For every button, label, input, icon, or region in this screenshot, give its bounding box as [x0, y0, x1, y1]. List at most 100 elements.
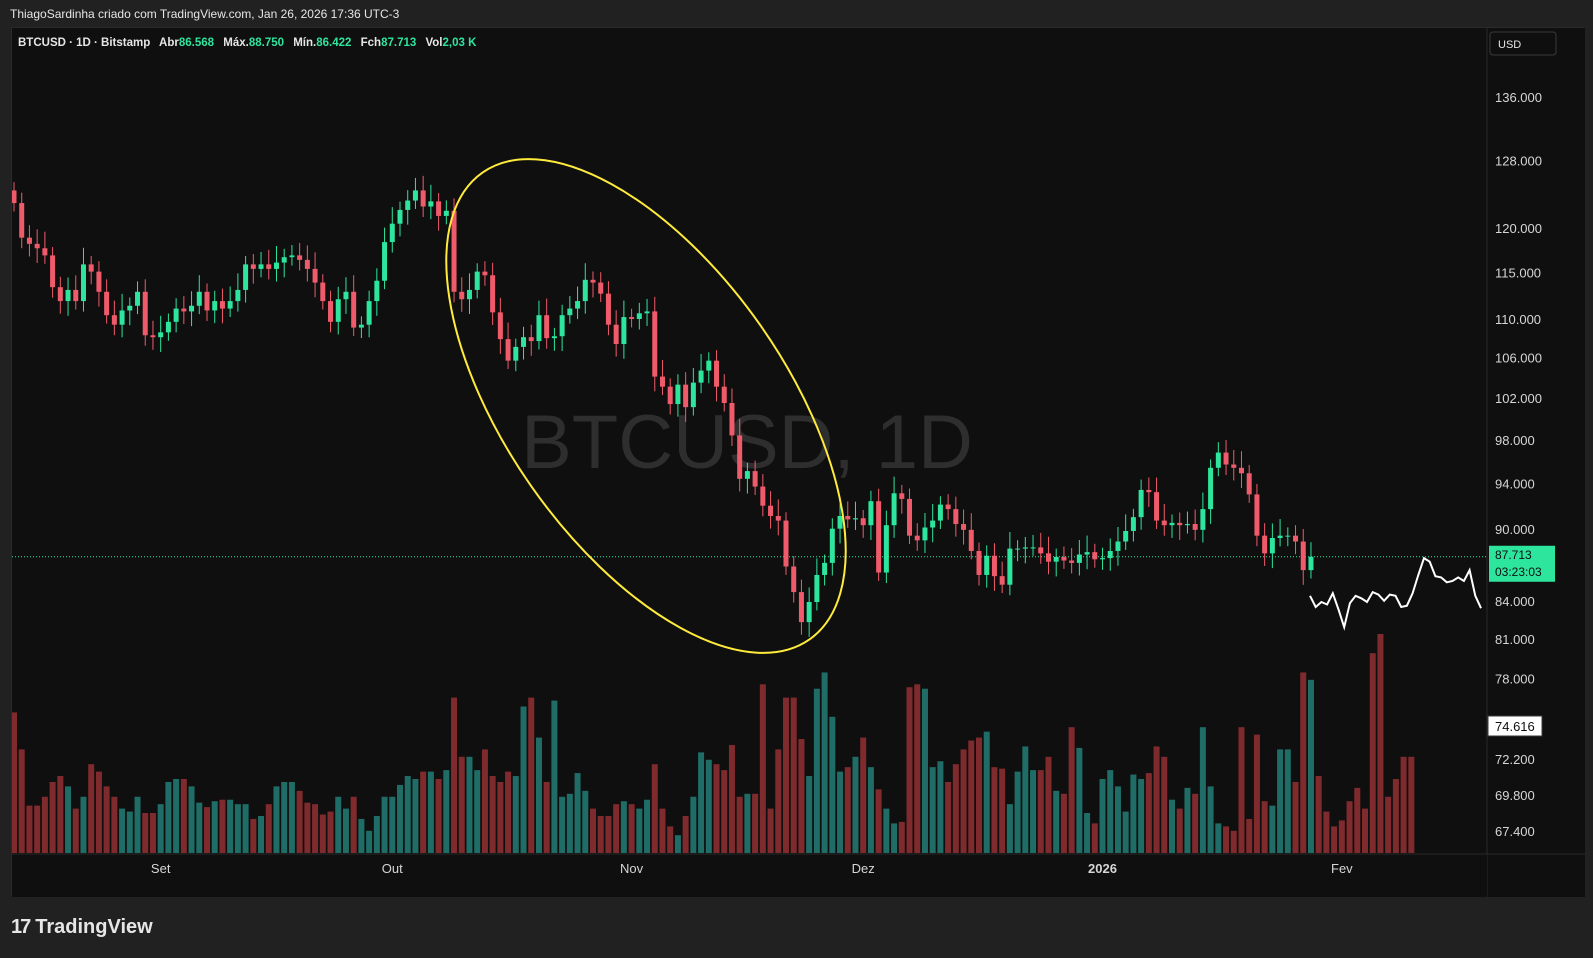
candle-body: [798, 592, 804, 623]
volume-bar: [914, 684, 921, 853]
volume-bar: [466, 756, 473, 853]
volume-bar: [1238, 727, 1245, 853]
candlesticks: [12, 175, 1314, 637]
volume-bar: [1223, 826, 1230, 853]
volume-bar: [790, 697, 797, 853]
candle-body: [544, 315, 550, 339]
price-tick-label: 90.000: [1495, 522, 1535, 537]
candle-body: [629, 317, 635, 319]
candle-body: [528, 337, 534, 342]
volume-bar: [1053, 790, 1060, 853]
candle-body: [1053, 556, 1059, 562]
candle-body: [96, 271, 102, 292]
candle-body: [575, 301, 581, 309]
candle-body: [1076, 554, 1082, 563]
volume-bar: [891, 823, 898, 853]
candle-body: [1030, 547, 1036, 549]
price-axis[interactable]: [1487, 28, 1585, 897]
candle-body: [428, 201, 434, 207]
volume-bar: [134, 796, 141, 853]
price-chart[interactable]: BTCUSD, 1D 136.000128.000120.000115.0001…: [12, 28, 1585, 897]
volume-bar: [381, 796, 388, 853]
candle-body: [829, 528, 835, 563]
legend-low-label: Mín: [293, 37, 313, 49]
tradingview-brand[interactable]: 17 TradingView: [11, 916, 153, 939]
candle-body: [806, 602, 812, 623]
forecast-path: [1309, 556, 1482, 631]
candle-body: [42, 248, 48, 256]
volume-bar: [806, 776, 813, 853]
candle-body: [999, 576, 1005, 585]
candle-body: [868, 501, 874, 526]
candle-body: [235, 289, 241, 302]
volume-bar: [489, 776, 496, 853]
volume-bar: [250, 818, 257, 853]
volume-bar: [1277, 749, 1284, 853]
candle-body: [652, 311, 658, 377]
volume-bar: [1184, 787, 1191, 853]
candle-body: [26, 237, 32, 244]
volume-bar: [682, 816, 689, 853]
candle-body: [860, 518, 866, 526]
candle-body: [459, 291, 465, 300]
volume-bar: [1284, 749, 1291, 853]
candle-body: [358, 324, 364, 328]
volume-bar: [968, 740, 975, 853]
ohlc-legend: BTCUSD · 1D · Bitstamp Abr86.568 Máx.88.…: [18, 37, 477, 49]
volume-bar: [435, 779, 442, 853]
candle-body: [1254, 494, 1260, 536]
time-tick-label: Fev: [1331, 861, 1353, 876]
candle-body: [219, 301, 225, 309]
last-price-value: 87.713: [1495, 548, 1532, 562]
time-tick-label: Set: [151, 861, 171, 876]
volume-bar: [119, 808, 126, 853]
legend-symbol: BTCUSD · 1D · Bitstamp: [18, 37, 150, 49]
time-tick-label: Dez: [852, 861, 875, 876]
volume-bar: [1400, 756, 1407, 853]
volume-bar: [95, 771, 102, 853]
candle-body: [389, 223, 395, 243]
candle-body: [57, 287, 63, 302]
volume-bar: [427, 771, 434, 853]
volume-bars: [12, 633, 1415, 853]
candle-body: [791, 566, 797, 593]
candle-body: [266, 264, 272, 269]
candle-body: [683, 384, 689, 408]
price-tick-label: 120.000: [1495, 221, 1542, 236]
legend-close-label: Fch: [361, 37, 381, 49]
currency-button[interactable]: USD: [1489, 31, 1557, 56]
time-axis[interactable]: [12, 854, 1487, 897]
candle-body: [474, 271, 480, 290]
volume-bar: [937, 761, 944, 853]
candle-body: [690, 382, 696, 408]
price-tick-label: 110.000: [1495, 312, 1541, 327]
volume-bar: [219, 799, 226, 853]
candle-body: [436, 201, 442, 216]
candle-body: [297, 255, 303, 260]
volume-bar: [1060, 793, 1067, 853]
volume-bar: [273, 786, 280, 853]
candle-body: [189, 305, 195, 312]
candle-body: [1285, 535, 1291, 537]
volume-bar: [12, 712, 17, 853]
volume-bar: [1230, 830, 1237, 853]
candle-body: [536, 315, 542, 342]
candle-body: [250, 264, 256, 269]
volume-bar: [1369, 653, 1376, 853]
candle-body: [1184, 524, 1190, 526]
candle-body: [73, 289, 79, 302]
volume-bar: [65, 786, 72, 853]
volume-bar: [451, 697, 458, 853]
volume-bar: [57, 776, 64, 853]
volume-bar: [188, 786, 195, 853]
candle-body: [1169, 522, 1175, 526]
volume-bar: [999, 768, 1006, 853]
volume-bar: [1338, 820, 1345, 853]
volume-bar: [1315, 776, 1322, 853]
volume-bar: [644, 799, 651, 853]
candle-body: [304, 259, 310, 269]
candle-body: [513, 346, 519, 361]
volume-bar: [173, 779, 180, 853]
chart-pane[interactable]: BTCUSD, 1D 136.000 128.000 120.000 115.000 1…: [11, 27, 1585, 897]
volume-bar: [528, 697, 535, 853]
